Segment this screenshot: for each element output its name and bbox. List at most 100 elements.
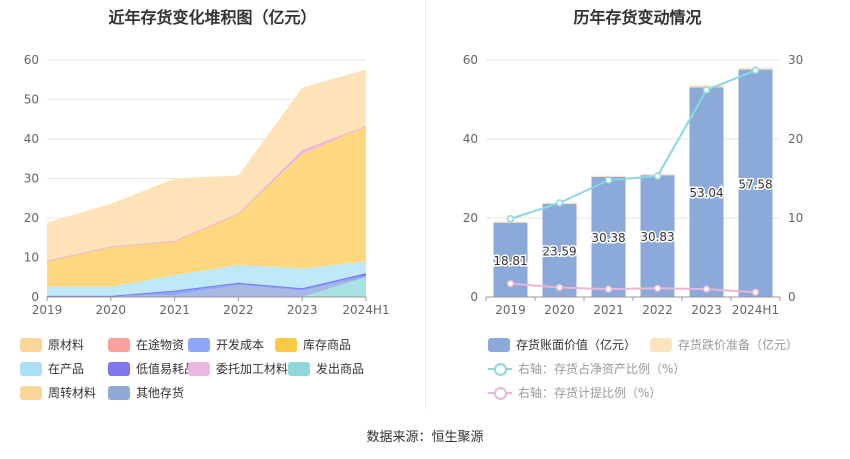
x-tick-label: 2019 (32, 303, 63, 317)
y-tick-label: 40 (463, 132, 478, 146)
legend-label: 存货账面价值（亿元） (516, 338, 637, 352)
legend-swatch (20, 385, 42, 400)
area-原材料 (47, 69, 366, 261)
legend-label: 在产品 (48, 362, 85, 376)
legend-swatch (108, 385, 130, 400)
legend-item-book-value[interactable]: 存货账面价值（亿元） (488, 336, 636, 353)
x-tick-label: 2023 (691, 303, 722, 317)
panel-divider (425, 0, 426, 410)
legend-item-in-transit[interactable]: 在途物资 (108, 336, 184, 353)
provision-ratio-point (653, 284, 662, 293)
bar-book-value (689, 87, 724, 297)
legend-item-inventory-ratio[interactable]: 右轴：存货占净资产比例（%） (488, 360, 685, 377)
legend-swatch (108, 337, 130, 352)
y2-tick-label: 0 (788, 290, 796, 304)
legend-swatch (20, 361, 42, 376)
area-其他存货 (47, 277, 366, 297)
x-tick-label: 2022 (642, 303, 673, 317)
legend-swatch (108, 361, 130, 376)
legend-item-dev-cost[interactable]: 开发成本 (188, 336, 264, 353)
inventory-ratio-point (751, 66, 760, 75)
legend-swatch (650, 337, 672, 352)
x-tick-label: 2024H1 (732, 303, 779, 317)
provision-ratio-point (604, 285, 613, 293)
legend-item-turnover[interactable]: 周转材料 (20, 384, 96, 401)
legend-swatch (20, 337, 42, 352)
legend-item-provision-ratio[interactable]: 右轴：存货计提比例（%） (488, 384, 661, 401)
provision-ratio-line (510, 282, 756, 294)
y2-tick-label: 10 (788, 211, 803, 225)
legend-label: 右轴：存货占净资产比例（%） (518, 362, 686, 376)
y-tick-label: 20 (24, 211, 39, 225)
area-发出商品 (47, 277, 366, 297)
x-tick-label: 2023 (287, 303, 318, 317)
legend-item-impairment[interactable]: 存货跌价准备（亿元） (650, 336, 798, 353)
legend-label: 委托加工材料 (216, 362, 289, 376)
legend-swatch (188, 337, 210, 352)
legend-label: 在途物资 (136, 338, 185, 352)
left-chart-title: 近年存货变化堆积图（亿元） (108, 8, 317, 27)
legend-label: 开发成本 (216, 338, 265, 352)
legend-label: 右轴：存货计提比例（%） (518, 386, 662, 400)
x-tick-label: 2021 (159, 303, 190, 317)
legend-item-raw-materials[interactable]: 原材料 (20, 336, 84, 353)
area-库存商品 (47, 126, 366, 287)
y-tick-label: 50 (24, 93, 39, 107)
bar-data-label: 30.83 (640, 230, 674, 244)
legend-label: 存货跌价准备（亿元） (678, 338, 799, 352)
right-chart-title: 历年存货变动情况 (573, 8, 702, 27)
bar-book-value (542, 203, 577, 297)
x-tick-label: 2019 (495, 303, 526, 317)
x-tick-label: 2020 (544, 303, 575, 317)
legend-label: 其他存货 (136, 386, 185, 400)
bar-book-value (738, 69, 773, 298)
y2-tick-label: 20 (788, 132, 803, 146)
legend-swatch (188, 361, 210, 376)
y-tick-label: 60 (24, 53, 39, 67)
bar-data-label: 57.58 (738, 177, 772, 191)
y-tick-label: 10 (24, 251, 39, 265)
provision-ratio-point (751, 288, 760, 297)
bar-book-value (640, 175, 675, 297)
bar-data-label: 23.59 (542, 244, 576, 258)
y-tick-label: 0 (470, 290, 478, 304)
y-tick-label: 30 (24, 172, 39, 186)
bar-data-label: 18.81 (493, 254, 527, 268)
legend-item-goods-shipped[interactable]: 发出商品 (288, 360, 364, 377)
bar-data-label: 30.38 (591, 231, 625, 245)
legend-item-wip[interactable]: 在产品 (20, 360, 84, 377)
right-bar-line-chart: 0 20 40 60 0 10 20 30 18.81 23.59 30.38 30.83 53.04 5… (463, 53, 804, 317)
inventory-ratio-point (702, 86, 711, 94)
inventory-ratio-point (653, 172, 662, 180)
legend-swatch (488, 337, 510, 352)
data-source: 数据来源：恒生聚源 (366, 430, 484, 445)
provision-ratio-point (555, 283, 564, 292)
legend-line-swatch (488, 386, 512, 400)
legend-item-finished-goods[interactable]: 库存商品 (275, 336, 351, 353)
bar-data-label: 53.04 (689, 186, 723, 200)
provision-ratio-point (506, 279, 515, 288)
legend-label: 低值易耗品 (136, 362, 197, 376)
legend-label: 周转材料 (48, 386, 97, 400)
legend-label: 发出商品 (316, 362, 365, 376)
bar-book-value (591, 176, 626, 297)
y2-tick-label: 30 (788, 53, 803, 67)
legend-swatch (288, 361, 310, 376)
legend-item-low-value[interactable]: 低值易耗品 (108, 360, 196, 377)
left-stacked-area-chart: 0 10 20 30 40 50 60 2019 2020 2021 2022 2023 2024H1 (24, 53, 390, 317)
legend-item-other[interactable]: 其他存货 (108, 384, 184, 401)
area-在产品 (47, 261, 366, 296)
inventory-ratio-point (555, 199, 564, 207)
provision-ratio-point (702, 285, 711, 293)
x-tick-label: 2024H1 (342, 303, 389, 317)
y-tick-label: 20 (463, 211, 478, 225)
legend-swatch (275, 337, 297, 352)
inventory-ratio-point (604, 176, 613, 184)
y-tick-label: 40 (24, 132, 39, 146)
y-tick-label: 0 (31, 290, 39, 304)
y-tick-label: 60 (463, 53, 478, 67)
inventory-ratio-point (506, 215, 515, 223)
legend-item-consigned[interactable]: 委托加工材料 (188, 360, 288, 377)
x-tick-label: 2020 (96, 303, 127, 317)
legend-line-swatch (488, 362, 512, 376)
